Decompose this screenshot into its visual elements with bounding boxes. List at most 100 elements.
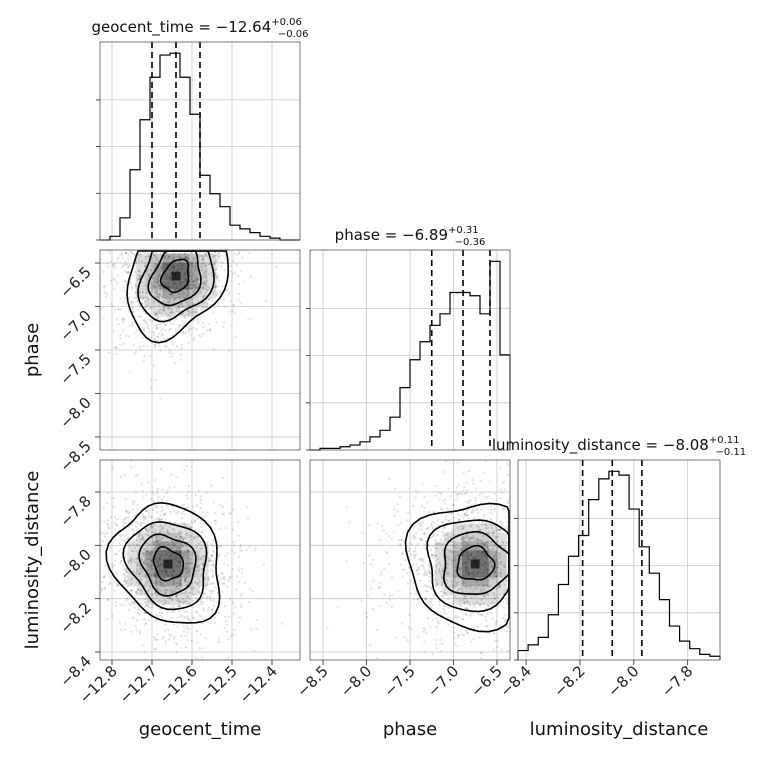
panel-phase-vs-geocent_time-point (157, 279, 160, 282)
panel-phase-vs-geocent_time-point (202, 282, 206, 285)
panel-luminosity_distance-vs-geocent_time-point (149, 593, 152, 597)
panel-luminosity_distance-vs-geocent_time-point (133, 560, 136, 563)
panel-phase-vs-geocent_time-point (139, 315, 142, 318)
panel-luminosity_distance-vs-geocent_time-point (202, 647, 205, 650)
panel-luminosity_distance-vs-phase-point (403, 636, 406, 639)
panel-luminosity_distance-vs-geocent_time-point (115, 571, 118, 574)
panel-luminosity_distance-vs-geocent_time-point (162, 513, 165, 516)
panel-luminosity_distance-vs-phase-point (463, 540, 466, 543)
panel-phase-vs-geocent_time-point (213, 263, 216, 266)
panel-luminosity_distance-vs-geocent_time-point (200, 531, 203, 534)
panel-luminosity_distance-vs-phase-point (454, 595, 457, 598)
panel-luminosity_distance-vs-phase-point (477, 612, 480, 615)
panel-luminosity_distance-vs-geocent_time-point (134, 474, 137, 478)
panel-luminosity_distance-vs-phase-point (417, 598, 420, 601)
panel-phase-vs-geocent_time-point (141, 302, 144, 305)
panel-phase-vs-geocent_time-point (153, 285, 156, 288)
panel-phase-vs-geocent_time-point (158, 311, 161, 314)
panel-luminosity_distance-vs-geocent_time-point (159, 542, 162, 545)
panel-luminosity_distance-vs-geocent_time-point (145, 515, 148, 518)
panel-phase-vs-geocent_time-point (201, 255, 204, 258)
panel-luminosity_distance-vs-geocent_time-point (194, 597, 197, 600)
panel-luminosity_distance-vs-geocent_time-point (178, 601, 181, 604)
panel-phase-vs-geocent_time-point (112, 278, 116, 281)
panel-luminosity_distance-vs-phase-point (435, 617, 438, 620)
panel-phase-vs-geocent_time-point (160, 311, 163, 315)
panel-luminosity_distance-vs-phase-point (422, 630, 425, 633)
panel-luminosity_distance-vs-geocent_time-point (237, 569, 241, 572)
panel-luminosity_distance-vs-phase-point (494, 558, 497, 562)
panel-phase-vs-geocent_time-point (144, 264, 147, 267)
panel-phase-vs-geocent_time-point (127, 264, 130, 267)
panel-phase-vs-geocent_time-point (201, 262, 204, 265)
panel-luminosity_distance-vs-geocent_time-point (180, 517, 184, 520)
panel-luminosity_distance-vs-geocent_time-point (199, 525, 202, 529)
panel-luminosity_distance-vs-geocent_time-point (112, 496, 115, 500)
panel-phase-vs-geocent_time-point (178, 292, 181, 295)
panel-luminosity_distance-vs-phase-point (422, 532, 425, 535)
panel-luminosity_distance-vs-phase-point (483, 589, 486, 592)
panel-luminosity_distance-vs-phase-point (439, 542, 442, 545)
panel-luminosity_distance-vs-geocent_time-point (158, 518, 161, 521)
panel-luminosity_distance-vs-phase-point (495, 555, 498, 558)
panel-phase-vs-geocent_time-point (114, 279, 117, 282)
panel-luminosity_distance-vs-phase-point (455, 486, 458, 489)
panel-luminosity_distance-vs-phase-point (464, 629, 468, 632)
panel-luminosity_distance-vs-geocent_time-point (190, 520, 193, 524)
panel-luminosity_distance-vs-geocent_time-point (119, 562, 122, 565)
panel-luminosity_distance-vs-geocent_time-point (178, 610, 181, 613)
panel-luminosity_distance-vs-phase-point (503, 488, 507, 491)
panel-luminosity_distance-vs-geocent_time-point (147, 605, 150, 608)
panel-phase-vs-geocent_time-point (177, 303, 180, 306)
panel-phase-vs-geocent_time-point (194, 269, 197, 272)
panel-phase-vs-geocent_time-point (229, 264, 232, 267)
panel-phase-vs-geocent_time-point (175, 345, 179, 348)
panel-phase-vs-geocent_time-point (202, 332, 205, 336)
panel-phase-vs-geocent_time-point (191, 266, 194, 269)
panel-luminosity_distance-vs-geocent_time-point (134, 550, 137, 553)
panel-luminosity_distance-vs-geocent_time-point (144, 612, 147, 615)
panel-luminosity_distance-vs-geocent_time-point (232, 544, 235, 547)
panel-luminosity_distance-vs-geocent_time-point (173, 635, 176, 639)
panel-luminosity_distance-vs-geocent_time-point (136, 557, 139, 560)
panel-phase-vs-geocent_time-point (157, 280, 160, 283)
panel-luminosity_distance-vs-phase-point (478, 493, 481, 496)
panel-luminosity_distance-vs-geocent_time-point (150, 530, 154, 534)
panel-luminosity_distance-vs-phase-point (494, 569, 497, 573)
panel-phase-vs-geocent_time-point (219, 290, 222, 293)
panel-phase-vs-geocent_time-point (151, 320, 154, 323)
panel-luminosity_distance-vs-geocent_time-point (180, 646, 183, 650)
panel-phase-vs-geocent_time-point (212, 255, 216, 258)
panel-luminosity_distance-vs-geocent_time-point (203, 592, 206, 595)
panel-phase-vs-geocent_time-point (192, 283, 195, 286)
panel-luminosity_distance-vs-phase-point (426, 501, 429, 504)
panel-luminosity_distance-vs-phase-point (451, 559, 454, 562)
panel-phase-vs-geocent_time-point (129, 251, 133, 254)
panel-luminosity_distance-vs-phase-point (445, 570, 448, 573)
panel-luminosity_distance-vs-geocent_time-point (166, 540, 169, 543)
panel-luminosity_distance-vs-geocent_time-point (148, 565, 151, 568)
panel-luminosity_distance-vs-geocent_time-point (140, 538, 143, 541)
panel-luminosity_distance-vs-phase-point (388, 594, 392, 598)
panel-luminosity_distance-vs-geocent_time-point (170, 605, 173, 608)
panel-luminosity_distance-vs-phase-point (505, 525, 508, 528)
panel-phase-vs-geocent_time-point (177, 305, 180, 308)
panel-luminosity_distance-vs-geocent_time-point (246, 506, 249, 509)
panel-luminosity_distance-vs-phase-point (492, 534, 495, 537)
panel-luminosity_distance-vs-geocent_time-point (233, 628, 236, 632)
panel-luminosity_distance-vs-phase-point (497, 532, 501, 535)
panel-luminosity_distance-vs-geocent_time-point (159, 607, 162, 611)
panel-luminosity_distance-vs-phase-point (456, 461, 459, 464)
panel-phase-vs-geocent_time-point (150, 378, 153, 381)
panel-luminosity_distance-vs-phase-density-cell (497, 568, 507, 578)
panel-luminosity_distance-vs-phase-point (484, 542, 487, 545)
panel-luminosity_distance-vs-geocent_time-point (195, 630, 198, 633)
panel-luminosity_distance-vs-geocent_time-point (150, 559, 153, 562)
panel-phase-vs-geocent_time-point (150, 281, 153, 284)
panel-luminosity_distance-vs-phase-point (471, 607, 474, 610)
panel-luminosity_distance-vs-geocent_time-point (202, 607, 206, 610)
panel-luminosity_distance-vs-phase-point (472, 535, 475, 538)
panel-luminosity_distance-vs-phase-point (495, 575, 498, 579)
panel-phase-vs-geocent_time-point (159, 285, 162, 288)
panel-luminosity_distance-vs-phase-point (487, 532, 490, 535)
